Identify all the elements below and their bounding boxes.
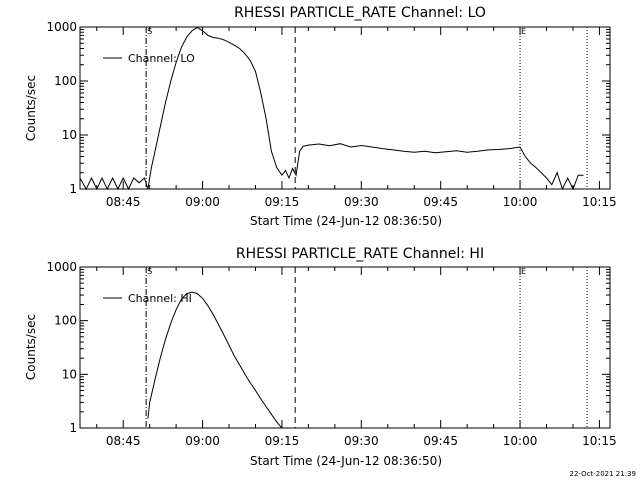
plot-frame-lo xyxy=(79,26,611,190)
event-marker-label-lo: E xyxy=(521,27,526,36)
y-axis-label-hi: Counts/sec xyxy=(24,314,38,380)
chart-title-lo: RHESSI PARTICLE_RATE Channel: LO xyxy=(234,5,486,21)
x-tick-label-hi: 10:15 xyxy=(582,434,617,448)
panel-hi: RHESSI PARTICLE_RATE Channel: HI Counts/… xyxy=(24,246,617,468)
x-tick-label-hi: 08:45 xyxy=(106,434,141,448)
event-marker-label-lo: S xyxy=(147,27,152,36)
y-tick-label-lo: 10 xyxy=(62,128,77,142)
x-tick-label-hi: 09:00 xyxy=(185,434,220,448)
event-marker-label-hi: S xyxy=(147,267,152,276)
y-tick-label-hi: 10 xyxy=(62,367,77,381)
y-axis-label-lo: Counts/sec xyxy=(24,75,38,141)
y-tick-label-hi: 1000 xyxy=(46,260,77,274)
x-tick-label-lo: 09:00 xyxy=(185,195,220,209)
plot-frame-hi xyxy=(79,266,611,429)
series-line-hi xyxy=(147,291,283,429)
event-marker-label-hi: E xyxy=(521,267,526,276)
y-tick-label-hi: 100 xyxy=(54,314,77,328)
chart-title-hi: RHESSI PARTICLE_RATE Channel: HI xyxy=(236,246,484,262)
footer-timestamp: 22-Oct-2021 21:39 xyxy=(570,470,636,478)
y-tick-label-lo: 1 xyxy=(69,182,77,196)
x-tick-label-lo: 09:30 xyxy=(344,195,379,209)
x-tick-label-lo: 09:45 xyxy=(423,195,458,209)
y-tick-label-lo: 100 xyxy=(54,74,77,88)
x-tick-label-hi: 09:30 xyxy=(344,434,379,448)
x-tick-label-lo: 10:15 xyxy=(582,195,617,209)
x-tick-label-lo: 08:45 xyxy=(106,195,141,209)
legend-label-lo: Channel: LO xyxy=(128,52,195,65)
x-tick-label-hi: 09:15 xyxy=(265,434,300,448)
x-tick-label-hi: 09:45 xyxy=(423,434,458,448)
y-tick-label-hi: 1 xyxy=(69,421,77,435)
x-axis-label-hi: Start Time (24-Jun-12 08:36:50) xyxy=(250,454,442,468)
x-axis-label-lo: Start Time (24-Jun-12 08:36:50) xyxy=(250,214,442,228)
x-tick-label-hi: 10:00 xyxy=(503,434,538,448)
x-tick-label-lo: 09:15 xyxy=(265,195,300,209)
panel-lo: RHESSI PARTICLE_RATE Channel: LO Counts/… xyxy=(24,5,617,228)
y-tick-label-lo: 1000 xyxy=(46,20,77,34)
legend-label-hi: Channel: HI xyxy=(128,292,192,305)
x-tick-label-lo: 10:00 xyxy=(503,195,538,209)
